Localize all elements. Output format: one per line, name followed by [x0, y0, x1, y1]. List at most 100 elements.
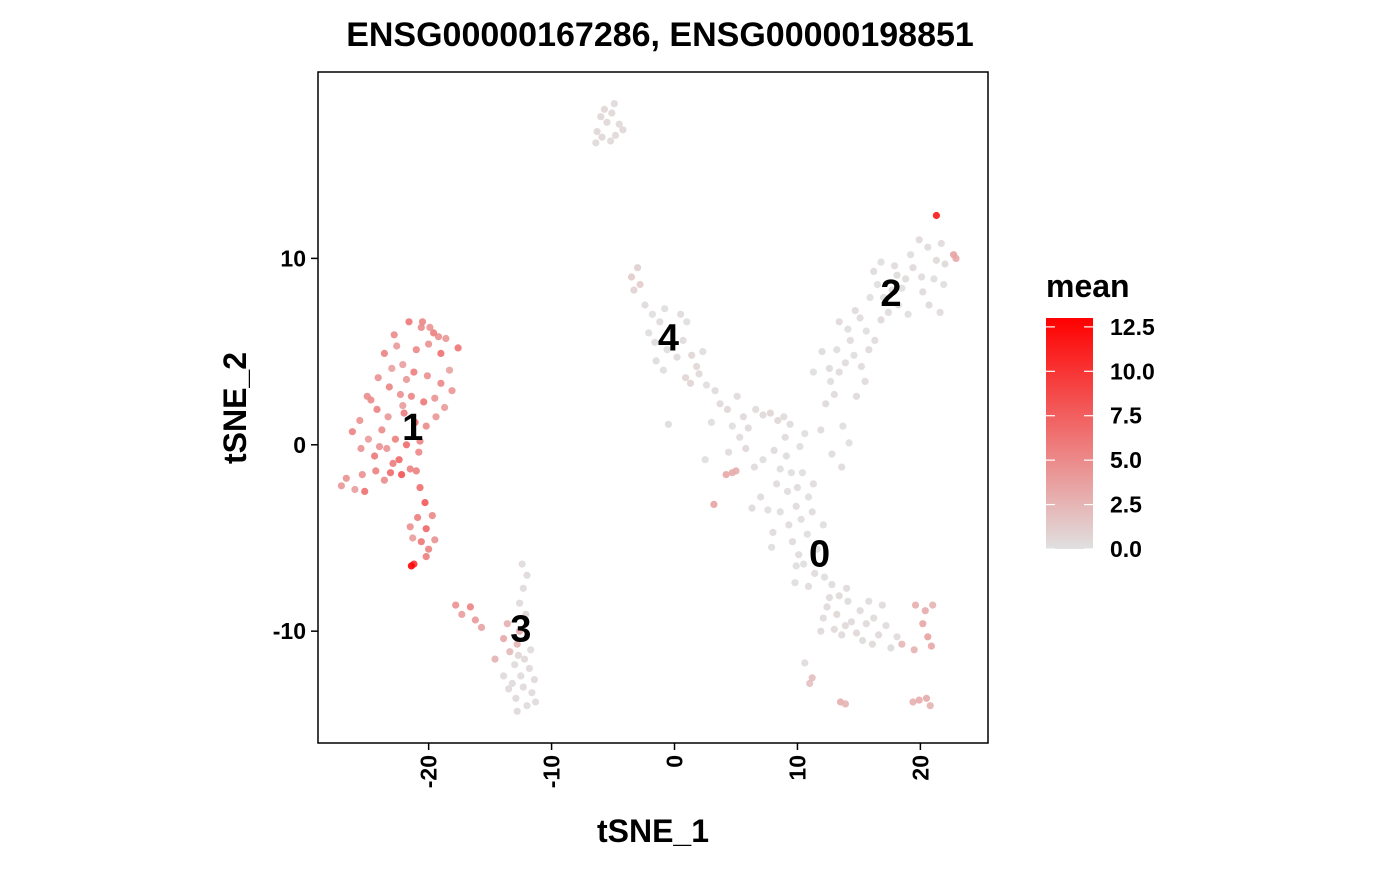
- cell-point: [592, 139, 600, 147]
- cell-point: [819, 614, 827, 622]
- cell-point: [888, 286, 896, 294]
- cell-point: [648, 310, 657, 318]
- legend-ticks: 0.0 2.5 5.0 7.5 10.0 12.5: [1046, 314, 1155, 562]
- cell-point: [500, 635, 508, 643]
- cell-point: [357, 444, 365, 453]
- cell-point: [380, 349, 388, 357]
- cell-point: [405, 318, 413, 326]
- cell-point: [634, 264, 642, 272]
- cell-point: [448, 387, 456, 395]
- cell-point: [406, 465, 414, 473]
- cell-point: [870, 267, 878, 275]
- cell-point: [891, 262, 899, 270]
- cell-point: [924, 243, 932, 251]
- cell-point: [844, 597, 852, 605]
- cell-point: [909, 264, 917, 272]
- cell-point: [803, 530, 811, 538]
- legend-tick-label: 7.5: [1110, 403, 1142, 429]
- cell-point: [871, 336, 879, 344]
- cell-point: [630, 286, 638, 294]
- cell-point: [652, 357, 660, 365]
- cell-point: [893, 271, 901, 279]
- cell-point: [809, 368, 818, 376]
- cell-point: [511, 661, 519, 669]
- cell-point: [725, 448, 733, 456]
- cell-point: [739, 413, 748, 421]
- cell-point: [839, 422, 847, 430]
- cell-point: [940, 280, 948, 289]
- cluster-label: 0: [809, 534, 830, 576]
- cell-point: [856, 314, 864, 322]
- cell-point: [852, 629, 861, 637]
- cell-point: [710, 500, 718, 508]
- cell-point: [817, 627, 825, 635]
- cell-point: [615, 120, 623, 128]
- cell-point: [818, 348, 826, 356]
- cell-point: [600, 105, 609, 113]
- cell-point: [516, 627, 524, 635]
- cell-point: [833, 346, 841, 354]
- cell-point: [932, 211, 941, 220]
- cell-point: [519, 683, 527, 691]
- cell-point: [773, 480, 781, 488]
- cell-point: [518, 560, 526, 568]
- cell-point: [513, 707, 521, 715]
- cell-point: [919, 288, 927, 296]
- cell-point: [361, 487, 369, 495]
- cell-point: [781, 433, 789, 441]
- cell-point: [936, 308, 944, 316]
- cell-point: [425, 340, 433, 348]
- cell-point: [902, 275, 910, 283]
- cell-point: [797, 515, 805, 523]
- cell-point: [768, 543, 776, 551]
- cell-point: [699, 348, 707, 356]
- cell-point: [603, 118, 611, 126]
- cell-point: [711, 387, 719, 395]
- cell-point: [400, 409, 408, 417]
- cell-point: [788, 538, 797, 546]
- cell-point: [877, 258, 885, 266]
- cell-point: [505, 685, 513, 693]
- cell-point: [887, 644, 895, 652]
- cell-point: [918, 273, 926, 281]
- cell-point: [865, 597, 873, 605]
- cell-point: [851, 307, 859, 315]
- cell-point: [792, 562, 800, 570]
- cell-point: [911, 601, 920, 609]
- x-tick-label: -10: [539, 755, 565, 788]
- cell-point: [780, 413, 788, 421]
- cell-point: [785, 521, 793, 529]
- chart-title: ENSG00000167286, ENSG00000198851: [346, 16, 974, 54]
- cell-point: [764, 506, 772, 514]
- cell-point: [636, 280, 644, 289]
- cell-point: [868, 640, 877, 648]
- cell-point: [523, 571, 531, 579]
- cell-point: [793, 484, 802, 492]
- legend-tick-label: 0.0: [1110, 536, 1142, 562]
- cell-point: [873, 280, 882, 289]
- cell-point: [659, 366, 668, 374]
- cell-point: [722, 471, 730, 479]
- cell-point: [512, 694, 520, 702]
- cell-point: [425, 545, 433, 553]
- cluster-label: 1: [402, 407, 423, 449]
- cell-point: [373, 405, 381, 413]
- cell-point: [407, 392, 415, 400]
- cell-point: [367, 396, 375, 404]
- cell-point: [661, 305, 669, 313]
- cell-point: [844, 325, 852, 333]
- cell-point: [877, 316, 885, 324]
- cell-point: [437, 349, 445, 357]
- cell-point: [728, 469, 736, 477]
- cell-point: [593, 128, 601, 136]
- cell-point: [651, 338, 659, 346]
- cell-point: [937, 239, 945, 248]
- cell-point: [508, 679, 516, 688]
- cell-point: [607, 137, 615, 145]
- cell-point: [736, 433, 744, 441]
- cell-point: [847, 618, 856, 626]
- cell-point: [610, 100, 618, 108]
- cell-point: [733, 392, 741, 400]
